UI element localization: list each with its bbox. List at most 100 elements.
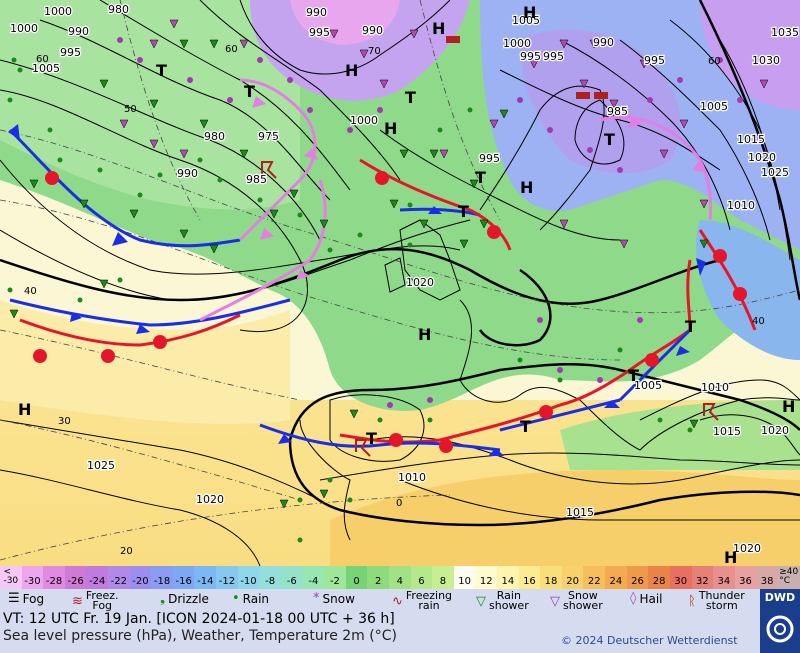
scale-label: -24: [89, 576, 106, 587]
pressure-label: 990: [306, 6, 327, 19]
high-center: H: [724, 548, 737, 566]
scale-label: 0: [353, 576, 360, 587]
scale-cell: 26: [626, 566, 649, 589]
scale-label: < -30: [3, 567, 19, 586]
thunderstorm-icon: ᚱ: [688, 593, 696, 609]
legend-hail-label: Hail: [639, 591, 663, 606]
isotherm-label: 20: [120, 546, 133, 557]
scale-label: -28: [45, 576, 63, 587]
freezing-fog-icon: ≋: [72, 593, 83, 609]
pressure-label: 1000: [10, 22, 38, 35]
freezing-fog-symbols: [446, 36, 608, 99]
legend-drizzle-label: Drizzle: [168, 591, 209, 606]
pressure-labels: 1000 980 1000 990 995 1005 990 995 990 9…: [9, 2, 800, 557]
cold-front-symbols: [8, 124, 706, 456]
scale-label: 28: [652, 576, 666, 587]
scale-cell: 12: [475, 566, 498, 589]
dwd-logo-swirl-icon: [766, 615, 794, 643]
copyright: © 2024 Deutscher Wetterdienst: [561, 634, 738, 647]
pressure-label: 1015: [713, 425, 741, 438]
greenland-coast: [239, 0, 451, 75]
pressure-label: 995: [520, 50, 541, 63]
low-center: T: [475, 168, 486, 187]
isotherm-label: 40: [24, 286, 37, 297]
scale-cell: 30: [669, 566, 692, 589]
africa-coast: [319, 452, 800, 481]
legend-snow: * Snow: [313, 591, 355, 606]
legend-freezing-fog-label: Freez. Fog: [85, 589, 119, 612]
warm-front-symbols: [33, 171, 747, 453]
scale-cell: 4: [388, 566, 411, 589]
legend-panel: ☰ Fog ≋ Freez. Fog ❟ Drizzle • Rain * Sn…: [0, 589, 800, 653]
temperature-field-northeast: [700, 0, 800, 110]
scale-cell: -2: [324, 566, 346, 589]
scale-label: -20: [132, 576, 149, 587]
pressure-label: 1005: [700, 100, 728, 113]
scale-label: 30: [674, 576, 688, 587]
snow-shower-symbols: [119, 19, 769, 249]
pressure-label: 1010: [727, 199, 755, 212]
scale-label: 36: [739, 576, 752, 587]
scale-label: 26: [631, 576, 644, 587]
valid-time: VT: 12 UTC Fr. 19 Jan. [ICON 2024-01-18 …: [3, 611, 395, 627]
scale-label: 8: [439, 576, 447, 587]
warm-front-atlantic: [19, 313, 241, 347]
isotherm-label: 60: [36, 54, 49, 65]
pressure-label: 1020: [406, 276, 434, 289]
scale-label: -22: [110, 576, 128, 587]
scale-label: 24: [609, 576, 623, 587]
legend-thunderstorm-label: Thunder storm: [698, 589, 745, 612]
low-center: T: [628, 366, 639, 385]
pressure-label: 1025: [87, 459, 115, 472]
scale-cell: 24: [605, 566, 627, 589]
scale-label: 38: [760, 576, 774, 587]
pressure-label: 980: [108, 3, 129, 16]
pressure-label: 990: [593, 36, 614, 49]
isotherm-label: 0: [396, 498, 402, 509]
isotherms: [0, 0, 800, 561]
dwd-logo: DWD: [760, 589, 800, 653]
freezing-rain-icon: ∿: [392, 593, 403, 609]
pressure-label: 995: [644, 54, 665, 67]
temperature-field-greenland-core: [290, 0, 400, 45]
pressure-label: 1000: [44, 5, 72, 18]
pressure-label: 1020: [748, 151, 776, 164]
warm-front-east: [698, 229, 757, 331]
pressure-label: 1030: [752, 54, 780, 67]
isobar-1015-north: [0, 247, 721, 305]
scale-cell: -30: [21, 566, 44, 589]
great-britain-coast: [399, 219, 461, 301]
scale-cell: -24: [86, 566, 109, 589]
scale-cell: 32: [691, 566, 714, 589]
fronts: [8, 78, 757, 456]
pressure-label: 1015: [566, 506, 594, 519]
occlusion-symbols: [252, 96, 706, 280]
scale-cell: -10: [237, 566, 260, 589]
pressure-label: 975: [258, 130, 279, 143]
scale-cell: 28: [648, 566, 670, 589]
isotherm-labels: 60 60 70 50 60 40 40 30 20 0: [24, 44, 765, 557]
scale-cell: -16: [172, 566, 195, 589]
scale-label: 12: [479, 576, 493, 587]
pressure-label: 1015: [737, 133, 765, 146]
pressure-label: 1020: [761, 424, 789, 437]
high-center: H: [432, 19, 445, 38]
pressure-label: 1005: [512, 14, 540, 27]
scale-label: 4: [396, 576, 403, 587]
cold-front-balkans: [618, 328, 692, 402]
scale-label: 14: [501, 576, 515, 587]
cold-front-atlantic: [8, 128, 241, 248]
scale-label: 2: [374, 576, 382, 587]
scale-cell: -6: [280, 566, 303, 589]
scale-label: -26: [67, 576, 84, 587]
scale-label: -10: [240, 576, 257, 587]
isobars-bold: [0, 0, 800, 527]
scale-cell: -12: [216, 566, 238, 589]
warm-front-east-2: [686, 259, 692, 331]
warm-front-north-sea: [359, 158, 471, 212]
isobar-1015-africa: [288, 439, 800, 527]
pressure-label: 985: [246, 173, 267, 186]
scale-label: -16: [175, 576, 192, 587]
legend-rain-shower: ▽ Rain shower: [476, 590, 529, 611]
scale-label: 20: [566, 576, 580, 587]
